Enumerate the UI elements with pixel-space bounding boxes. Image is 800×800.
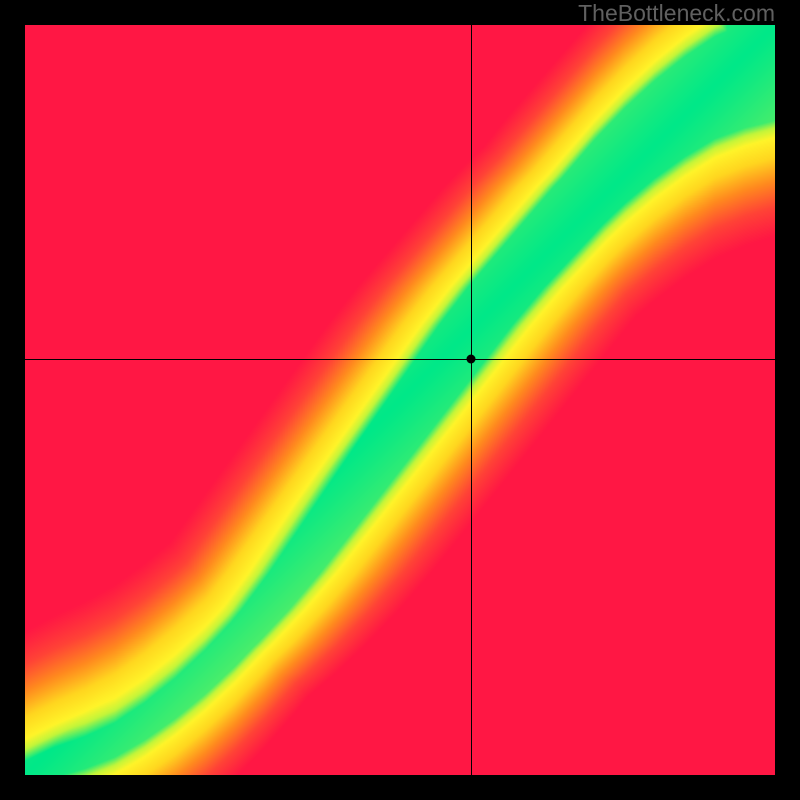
plot-area [25, 25, 775, 775]
heatmap-canvas [25, 25, 775, 775]
crosshair-horizontal [25, 359, 775, 360]
crosshair-vertical [471, 25, 472, 775]
chart-container: TheBottleneck.com [0, 0, 800, 800]
watermark-text: TheBottleneck.com [578, 0, 775, 27]
crosshair-marker [467, 354, 476, 363]
